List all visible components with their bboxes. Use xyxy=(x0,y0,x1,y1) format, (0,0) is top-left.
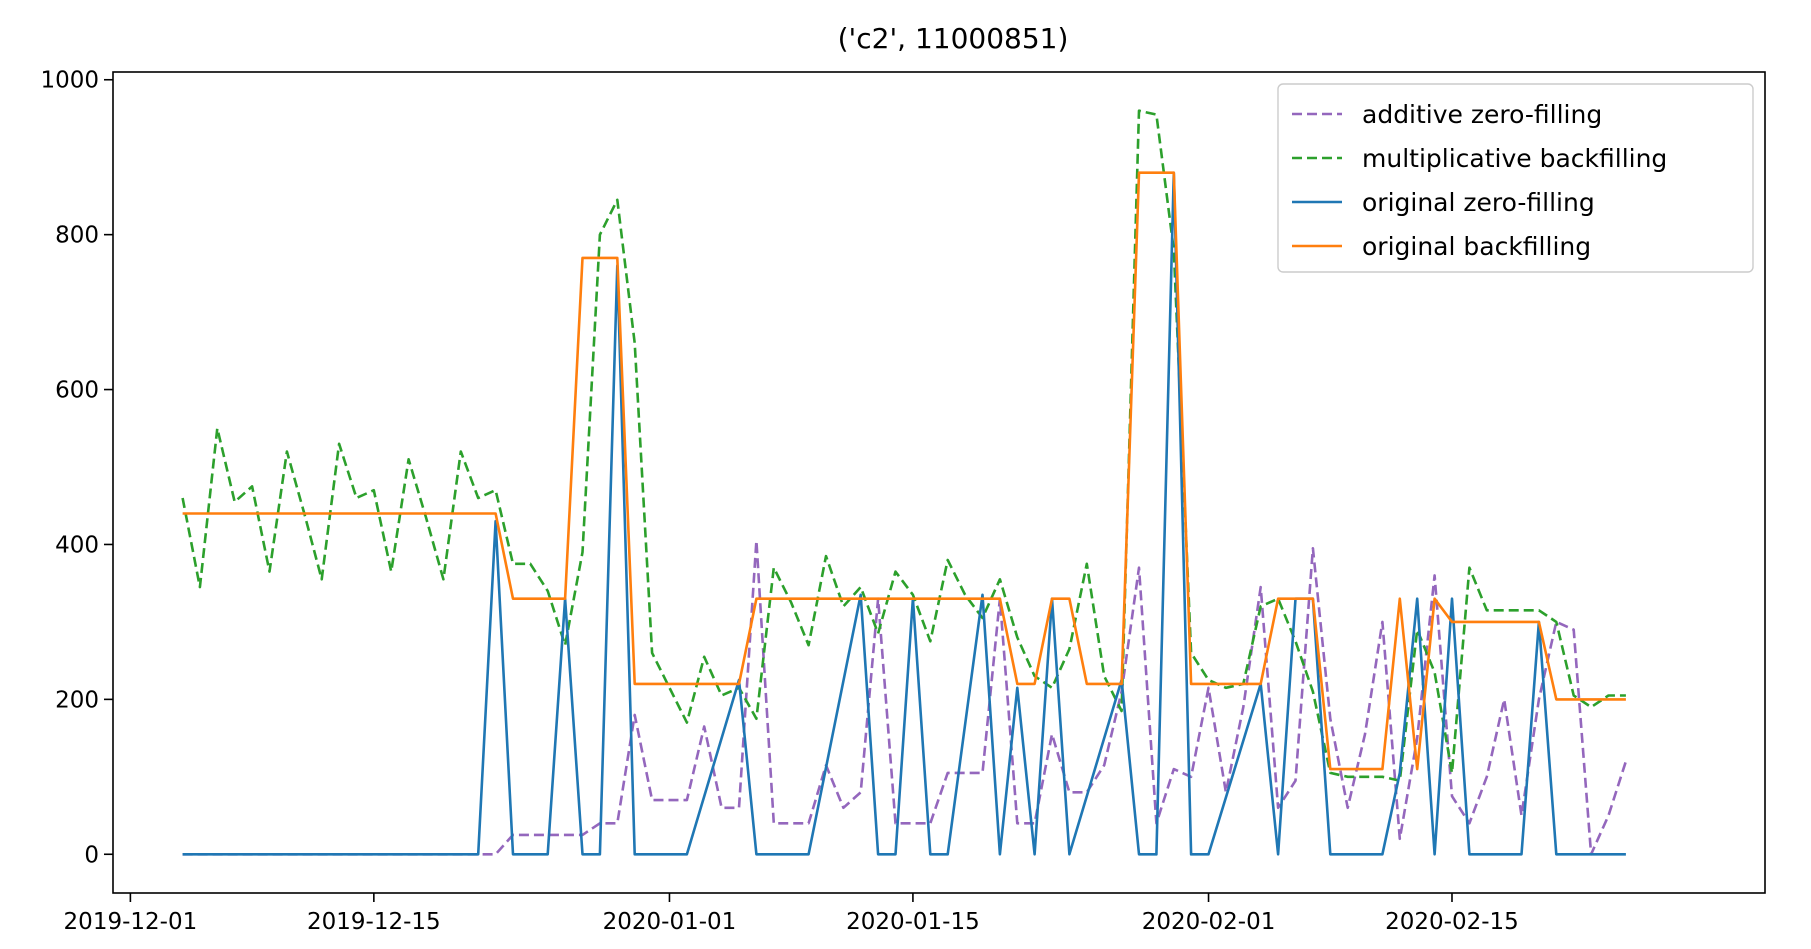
y-tick-label: 400 xyxy=(55,532,99,558)
plot-area xyxy=(112,71,1766,894)
y-tick-label: 800 xyxy=(55,223,99,249)
legend-box xyxy=(1277,83,1754,273)
y-tick-label: 200 xyxy=(55,687,99,713)
legend-entry: additive zero-filling xyxy=(1362,100,1602,129)
x-tick-label: 2020-01-01 xyxy=(603,909,737,935)
legend: additive zero-filling multiplicative back… xyxy=(1277,83,1754,273)
y-tick-label: 1000 xyxy=(40,68,99,94)
series-line-2 xyxy=(182,171,1626,856)
legend-entry: multiplicative backfilling xyxy=(1362,144,1667,173)
plot-frame xyxy=(112,71,1766,894)
chart-title: ('c2', 11000851) xyxy=(838,22,1069,55)
legend-entry: original zero-filling xyxy=(1362,188,1595,217)
x-tick-label: 2020-01-15 xyxy=(846,909,980,935)
x-tick-label: 2020-02-15 xyxy=(1385,909,1519,935)
x-tick-label: 2019-12-01 xyxy=(64,909,198,935)
y-tick-label: 600 xyxy=(55,378,99,404)
y-axis: 0 200 400 600 800 1000 xyxy=(40,68,113,868)
x-tick-label: 2019-12-15 xyxy=(307,909,441,935)
x-axis: 2019-12-01 2019-12-15 2020-01-01 2020-01-15… xyxy=(64,893,1519,935)
legend-entry: original backfilling xyxy=(1362,232,1591,261)
y-tick-label: 0 xyxy=(84,842,99,868)
x-tick-label: 2020-02-01 xyxy=(1142,909,1276,935)
series-line-3 xyxy=(182,171,1626,771)
series-line-1 xyxy=(181,109,1626,782)
